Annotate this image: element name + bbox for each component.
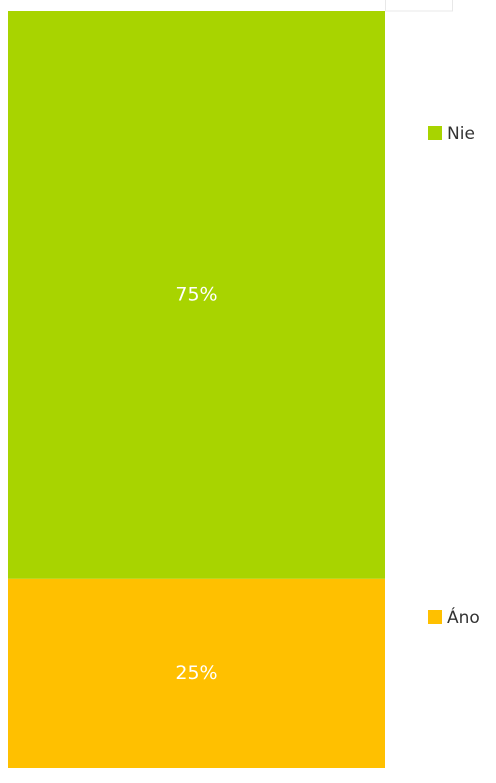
- legend-label: Nie: [447, 124, 475, 144]
- bar-segment: [8, 11, 385, 579]
- frame-edge: [385, 0, 453, 12]
- data-label: 25%: [175, 662, 217, 684]
- legend-swatch: [428, 126, 442, 140]
- bar-segment: [8, 578, 385, 768]
- data-label: 75%: [175, 283, 217, 305]
- legend-label: Áno: [447, 606, 480, 628]
- legend-swatch: [428, 610, 442, 624]
